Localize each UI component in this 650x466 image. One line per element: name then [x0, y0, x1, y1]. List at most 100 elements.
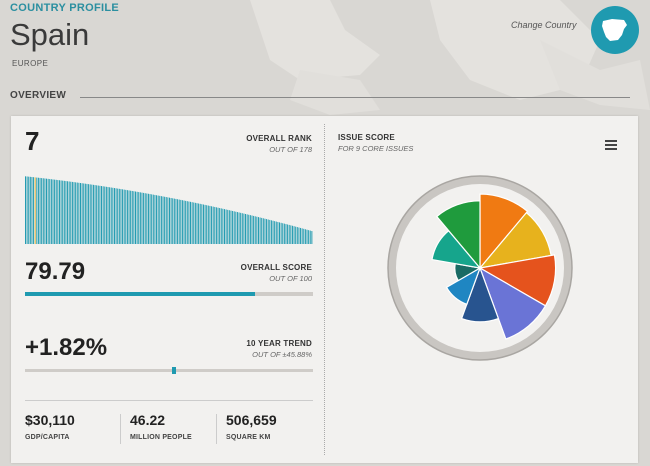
rose-segment[interactable] — [445, 266, 482, 306]
menu-icon[interactable] — [605, 140, 617, 150]
country-map-button[interactable] — [591, 6, 639, 54]
histogram-bar — [222, 208, 224, 244]
change-country-link[interactable]: Change Country — [511, 20, 577, 30]
rose-segment[interactable] — [478, 266, 547, 340]
stat-separator — [120, 414, 121, 444]
population-label: MILLION PEOPLE — [130, 434, 192, 441]
histogram-bar — [57, 180, 59, 244]
histogram-bar — [275, 221, 277, 244]
histogram-bar — [306, 229, 308, 244]
histogram-bar — [253, 215, 255, 244]
overview-panel: 7 OVERALL RANK OUT OF 178 79.79 OVERALL … — [11, 116, 638, 463]
histogram-bar — [96, 185, 98, 244]
histogram-bar — [107, 187, 109, 244]
histogram-bar — [186, 201, 188, 244]
histogram-bar — [188, 201, 190, 244]
rose-segment[interactable] — [435, 200, 481, 270]
histogram-bar — [180, 199, 182, 244]
rose-segment[interactable] — [460, 266, 500, 323]
histogram-bar — [94, 185, 96, 244]
histogram-bar — [88, 184, 90, 244]
histogram-bar — [311, 231, 313, 244]
histogram-bar — [211, 206, 213, 244]
histogram-bar — [73, 182, 75, 244]
ten-year-trend-sub: OUT OF ±45.88% — [252, 350, 312, 359]
histogram-bar — [266, 219, 268, 244]
histogram-bar — [117, 188, 119, 244]
histogram-bar — [224, 209, 225, 244]
histogram-bar — [91, 184, 93, 244]
histogram-bar — [178, 199, 180, 244]
histogram-bar — [301, 228, 303, 244]
histogram-bar — [201, 204, 203, 244]
histogram-bar — [52, 179, 54, 244]
histogram-bar — [204, 204, 206, 244]
histogram-bar — [214, 206, 216, 244]
histogram-bar — [193, 202, 195, 244]
overall-rank-value: 7 — [25, 126, 40, 156]
histogram-bar — [131, 190, 133, 244]
histogram-bar — [290, 225, 292, 244]
histogram-bar — [172, 198, 174, 244]
histogram-bar — [262, 218, 264, 244]
histogram-bar — [240, 212, 242, 244]
histogram-bar — [36, 177, 38, 244]
histogram-bar — [191, 202, 193, 244]
ten-year-trend-bar — [25, 367, 313, 374]
histogram-bar — [133, 191, 135, 244]
histogram-bar — [236, 212, 238, 244]
histogram-bar — [70, 181, 72, 244]
overall-rank-label: OVERALL RANK — [246, 134, 312, 143]
histogram-bar — [80, 183, 81, 244]
region-label: EUROPE — [12, 59, 49, 68]
histogram-bar — [109, 187, 111, 244]
histogram-bar — [227, 209, 229, 244]
page-section-title: COUNTRY PROFILE — [10, 2, 120, 14]
histogram-bar — [190, 201, 191, 244]
histogram-bar — [26, 176, 28, 244]
histogram-bar — [212, 206, 214, 244]
histogram-bar — [50, 179, 52, 244]
histogram-bar — [165, 197, 167, 244]
histogram-bar — [295, 226, 297, 244]
issue-score-sub: FOR 9 CORE ISSUES — [338, 144, 414, 153]
histogram-bar — [138, 192, 140, 244]
histogram-bar — [304, 229, 306, 244]
histogram-bar — [196, 203, 198, 244]
histogram-bar — [67, 181, 69, 244]
histogram-bar — [243, 213, 245, 244]
ten-year-trend-value: +1.82% — [25, 334, 108, 361]
histogram-bar — [169, 197, 170, 244]
histogram-bar — [279, 222, 280, 244]
histogram-bar — [122, 189, 124, 244]
overall-score-value: 79.79 — [25, 258, 86, 285]
histogram-bar — [54, 179, 56, 244]
population-value: 46.22 — [130, 412, 166, 428]
stats-divider — [25, 400, 313, 401]
histogram-bar — [49, 179, 51, 244]
histogram-bar — [78, 182, 80, 244]
gdp-value: $30,110 — [25, 412, 75, 428]
histogram-bar — [274, 221, 276, 244]
histogram-bar — [164, 196, 166, 244]
histogram-bar — [76, 182, 78, 244]
histogram-bar — [228, 210, 230, 244]
rose-segment[interactable] — [479, 193, 529, 270]
histogram-bar — [173, 198, 175, 244]
overall-rank-sub: OUT OF 178 — [269, 145, 312, 154]
histogram-bar — [277, 221, 279, 244]
histogram-bar — [230, 210, 232, 244]
issue-score-rose-chart — [387, 175, 573, 361]
histogram-bar — [175, 198, 177, 244]
histogram-bar — [144, 193, 146, 244]
population-stat: 46.22 MILLION PEOPLE — [130, 412, 192, 441]
histogram-bar — [296, 227, 298, 244]
histogram-bar — [159, 195, 161, 244]
histogram-bar — [29, 176, 31, 244]
histogram-bar — [287, 224, 289, 244]
histogram-bar — [92, 184, 94, 244]
histogram-bar — [156, 195, 158, 244]
histogram-bar — [241, 213, 243, 244]
histogram-bar — [68, 181, 70, 244]
